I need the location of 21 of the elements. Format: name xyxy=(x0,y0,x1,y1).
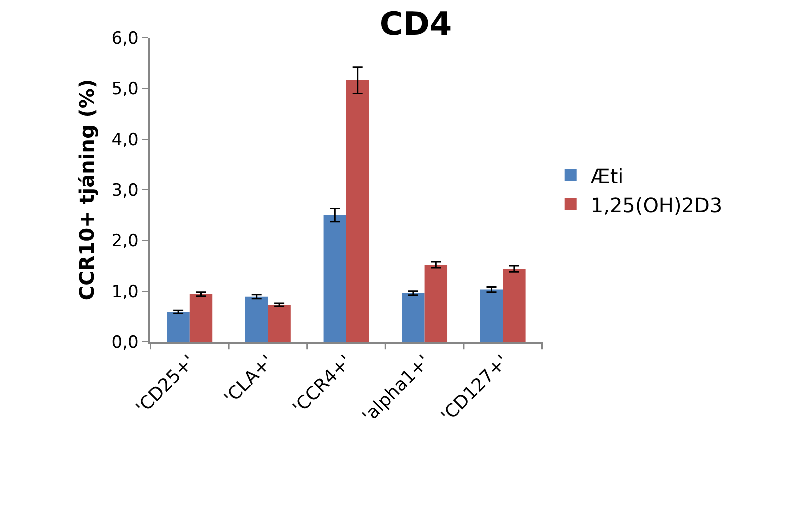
bar xyxy=(324,215,346,342)
y-tick-label: 0,0 xyxy=(112,332,139,353)
bar xyxy=(424,264,448,342)
bar xyxy=(167,312,190,342)
legend-label: 1,25(OH)2D3 xyxy=(590,193,723,218)
y-tick-label: 3,0 xyxy=(112,180,139,201)
y-axis-title: CCR10+ tjáning (%) xyxy=(74,79,99,301)
y-tick-label: 4,0 xyxy=(112,130,139,150)
chart-title: CD4 xyxy=(380,5,452,44)
bar xyxy=(503,269,526,342)
y-tick-label: 2,0 xyxy=(112,232,139,252)
y-tick-label: 6,0 xyxy=(112,28,139,49)
bar xyxy=(480,290,504,342)
y-tick-label: 5,0 xyxy=(112,80,139,100)
bar xyxy=(190,294,213,342)
bar xyxy=(268,305,291,342)
y-tick-label: 1,0 xyxy=(112,282,139,302)
bar xyxy=(402,293,425,342)
bar xyxy=(245,296,268,342)
legend-label: Æti xyxy=(590,164,624,188)
bar xyxy=(346,80,370,342)
